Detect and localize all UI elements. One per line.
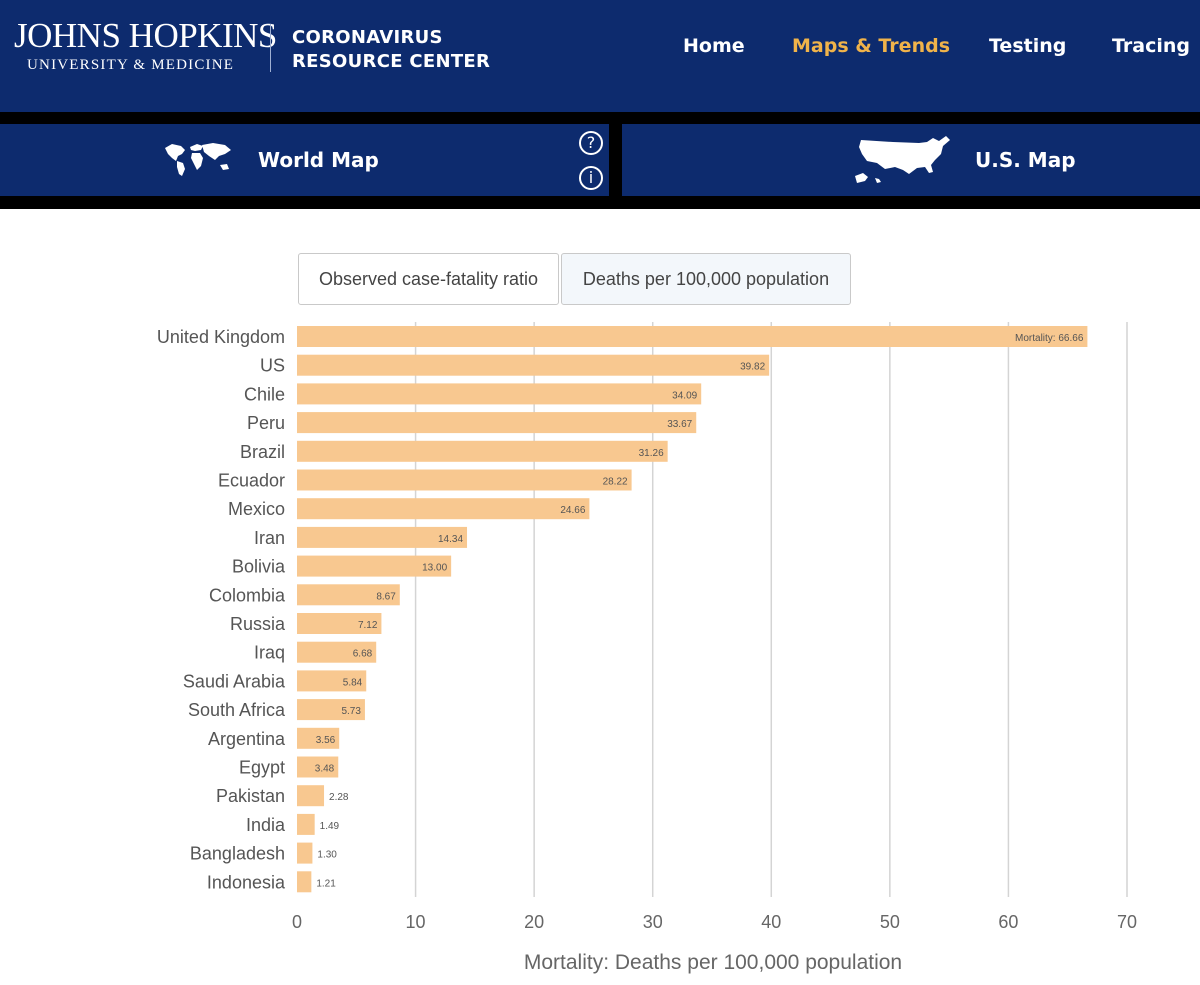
x-tick-label: 20 — [524, 912, 544, 932]
help-icon[interactable]: ? — [579, 131, 603, 155]
value-label: 1.30 — [317, 850, 337, 861]
category-label: Bolivia — [232, 557, 286, 577]
category-label: Russia — [230, 614, 286, 634]
value-label: 13.00 — [422, 563, 447, 574]
bar[interactable] — [297, 498, 590, 520]
value-label: 1.49 — [320, 821, 340, 832]
x-tick-label: 70 — [1117, 912, 1137, 932]
value-label: 33.67 — [667, 419, 692, 430]
resource-center-line2: RESOURCE CENTER — [292, 51, 491, 72]
brand-subtitle: UNIVERSITY & MEDICINE — [27, 57, 235, 73]
x-tick-label: 40 — [761, 912, 781, 932]
value-label: 5.84 — [343, 677, 363, 688]
category-label: Peru — [247, 413, 285, 433]
nav-maps-trends[interactable]: Maps & Trends — [792, 35, 951, 57]
resource-center-title[interactable]: CORONAVIRUS RESOURCE CENTER — [292, 26, 490, 74]
value-label: 28.22 — [603, 477, 628, 488]
toggle-case-fatality-ratio[interactable]: Observed case-fatality ratio — [298, 253, 559, 305]
value-label: 39.82 — [740, 362, 765, 373]
category-label: US — [260, 356, 285, 376]
nav-home[interactable]: Home — [683, 35, 745, 57]
toggle-deaths-per-100k[interactable]: Deaths per 100,000 population — [561, 253, 851, 305]
bar[interactable] — [297, 555, 452, 577]
x-tick-label: 10 — [406, 912, 426, 932]
bar[interactable] — [297, 670, 367, 692]
bar[interactable] — [297, 354, 770, 376]
category-label: India — [246, 815, 286, 835]
world-map-label: World Map — [258, 148, 379, 172]
value-label: 34.09 — [672, 390, 697, 401]
us-map-tab[interactable]: U.S. Map — [622, 124, 1200, 196]
value-label: 3.48 — [315, 764, 335, 775]
category-label: Argentina — [208, 729, 286, 749]
x-tick-label: 30 — [643, 912, 663, 932]
bar[interactable] — [297, 469, 632, 491]
bar[interactable] — [297, 871, 312, 893]
world-map-icon — [165, 143, 231, 176]
category-label: Iraq — [254, 643, 285, 663]
value-label: Mortality: 66.66 — [1015, 333, 1084, 344]
nav-testing[interactable]: Testing — [989, 35, 1067, 57]
value-label: 7.12 — [358, 620, 378, 631]
value-label: 1.21 — [316, 878, 336, 889]
value-label: 3.56 — [316, 735, 336, 746]
top-navigation-bar: JOHNS HOPKINS UNIVERSITY & MEDICINE CORO… — [0, 0, 1200, 112]
category-label: Mexico — [228, 499, 285, 519]
x-tick-label: 50 — [880, 912, 900, 932]
brand-title[interactable]: JOHNS HOPKINS — [14, 16, 277, 55]
us-map-label: U.S. Map — [975, 148, 1076, 172]
value-label: 14.34 — [438, 534, 463, 545]
us-map-icon — [855, 136, 950, 183]
brand-divider — [270, 24, 271, 72]
value-label: 2.28 — [329, 792, 349, 803]
category-label: Colombia — [209, 585, 286, 605]
value-label: 8.67 — [376, 591, 396, 602]
category-label: Ecuador — [218, 471, 285, 491]
bar[interactable] — [297, 440, 668, 462]
value-label: 5.73 — [341, 706, 361, 717]
bar[interactable] — [297, 383, 702, 405]
category-label: Egypt — [239, 758, 285, 778]
value-label: 6.68 — [353, 649, 373, 660]
x-tick-label: 60 — [998, 912, 1018, 932]
bar[interactable] — [297, 813, 315, 835]
category-label: Brazil — [240, 442, 285, 462]
bar[interactable] — [297, 727, 340, 749]
bar[interactable] — [297, 613, 382, 634]
bar[interactable] — [297, 584, 400, 606]
world-map-tab[interactable]: World Map ? i — [0, 124, 609, 196]
category-label: South Africa — [188, 700, 286, 720]
bar[interactable] — [297, 641, 377, 663]
bar[interactable] — [297, 412, 697, 434]
x-tick-label: 0 — [292, 912, 302, 932]
info-icon[interactable]: i — [579, 166, 603, 190]
bar[interactable] — [297, 756, 339, 778]
bar[interactable] — [297, 842, 313, 864]
bar[interactable] — [297, 526, 468, 548]
x-axis-title: Mortality: Deaths per 100,000 population — [524, 951, 902, 974]
category-label: Chile — [244, 384, 285, 404]
value-label: 31.26 — [639, 448, 664, 459]
bar[interactable] — [297, 785, 325, 807]
category-label: Pakistan — [216, 786, 285, 806]
value-label: 24.66 — [560, 505, 585, 516]
category-label: Indonesia — [207, 872, 286, 892]
category-label: Iran — [254, 528, 285, 548]
resource-center-line1: CORONAVIRUS — [292, 27, 443, 48]
bar[interactable] — [297, 326, 1088, 347]
category-label: United Kingdom — [157, 327, 285, 347]
bar[interactable] — [297, 699, 365, 721]
category-label: Bangladesh — [190, 844, 285, 864]
category-label: Saudi Arabia — [183, 671, 286, 691]
nav-tracing[interactable]: Tracing — [1112, 35, 1190, 57]
